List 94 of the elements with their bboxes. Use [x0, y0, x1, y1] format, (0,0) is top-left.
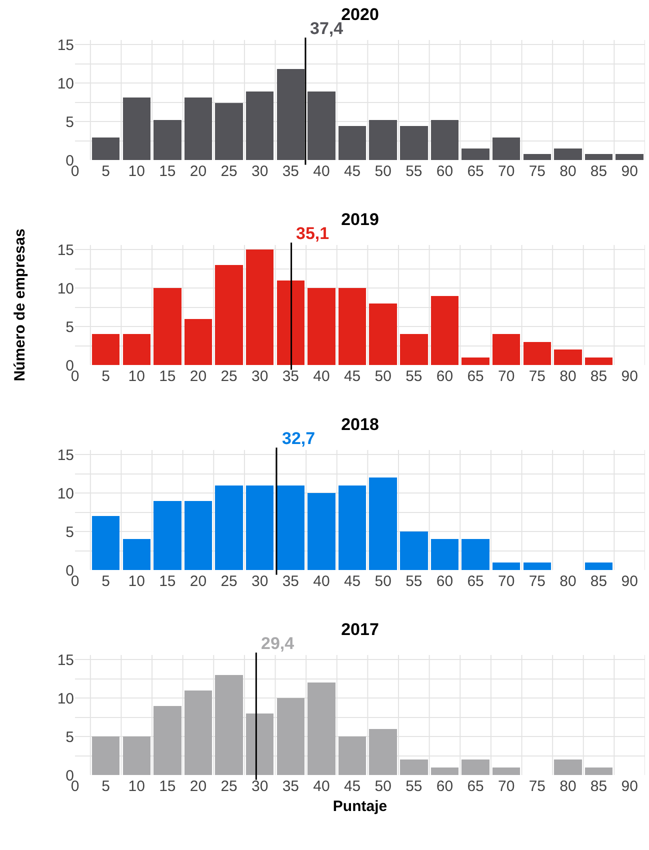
x-tick-label: 40: [313, 163, 330, 180]
x-tick-label: 55: [406, 163, 422, 180]
x-tick-label: 25: [220, 163, 238, 180]
x-tick-label: 20: [190, 778, 207, 795]
y-tick-label: 10: [57, 280, 74, 298]
x-tick-label: 85: [590, 163, 608, 180]
y-tick-label: 10: [57, 690, 74, 708]
x-tick-label: 5: [102, 163, 110, 180]
x-tick-label: 65: [467, 778, 484, 795]
ref-line-label: 32,7: [282, 429, 316, 448]
x-tick-label: 70: [498, 778, 515, 795]
x-tick-label: 25: [220, 573, 238, 590]
x-tick-label: 50: [374, 778, 392, 795]
x-tick-label: 80: [560, 368, 576, 385]
x-tick-label: 70: [498, 163, 515, 180]
x-tick-label: 35: [282, 573, 300, 590]
y-tick-label: 5: [66, 114, 74, 131]
x-tick-label: 85: [590, 778, 608, 795]
x-tick-label: 55: [406, 573, 422, 590]
y-tick-label: 15: [57, 652, 74, 669]
y-tick-label: 5: [66, 728, 74, 746]
x-tick-label: 90: [621, 778, 638, 795]
x-tick-label: 75: [528, 573, 546, 590]
x-tick-label: 35: [282, 163, 300, 180]
x-tick-label: 10: [128, 573, 145, 590]
y-tick-label: 10: [57, 75, 74, 92]
x-tick-label: 25: [220, 368, 238, 385]
x-tick-label: 45: [344, 163, 361, 180]
x-tick-label: 60: [436, 573, 454, 590]
x-tick-label: 75: [528, 163, 546, 180]
chart-title: 2019: [341, 210, 379, 229]
y-tick-label: 15: [57, 446, 74, 464]
x-tick-label: 45: [344, 573, 361, 590]
x-tick-label: 15: [159, 778, 176, 795]
x-tick-label: 55: [406, 778, 422, 795]
x-tick-label: 85: [590, 573, 608, 590]
chart-title: 2020: [341, 4, 379, 24]
x-tick-label: 70: [498, 368, 515, 385]
x-tick-label: 20: [190, 368, 207, 385]
x-tick-label: 45: [344, 778, 361, 795]
y-tick-label: 5: [66, 318, 74, 336]
x-tick-label: 45: [344, 368, 361, 385]
x-tick-label: 5: [102, 573, 110, 590]
x-axis-title: Puntaje: [332, 798, 388, 815]
x-tick-label: 15: [159, 163, 176, 180]
y-axis-title: Número de empresas: [12, 228, 29, 382]
x-tick-label: 70: [498, 573, 515, 590]
x-tick-label: 75: [528, 368, 546, 385]
x-tick-label: 80: [560, 778, 576, 795]
x-tick-label: 35: [282, 368, 300, 385]
ref-line-label: 35,1: [296, 224, 330, 243]
y-tick-label: 15: [57, 36, 74, 54]
x-tick-label: 50: [374, 368, 392, 385]
ref-line-label: 29,4: [261, 634, 295, 653]
x-tick-label: 75: [528, 778, 546, 795]
x-tick-label: 10: [128, 163, 145, 180]
x-tick-label: 30: [252, 573, 268, 590]
x-tick-label: 20: [190, 573, 207, 590]
x-tick-label: 10: [128, 778, 145, 795]
x-tick-label: 85: [590, 368, 608, 385]
x-tick-label: 90: [621, 163, 638, 180]
x-tick-label: 25: [220, 778, 238, 795]
chart-title: 2018: [341, 414, 379, 434]
x-tick-label: 80: [560, 163, 576, 180]
x-tick-label: 15: [159, 573, 176, 590]
x-tick-label: 10: [128, 368, 145, 385]
x-tick-label: 65: [467, 163, 484, 180]
ref-line-label: 37,4: [310, 19, 344, 38]
x-tick-label: 60: [436, 368, 454, 385]
x-tick-label: 80: [560, 573, 576, 590]
chart-title: 2017: [341, 620, 379, 639]
x-tick-label: 20: [190, 163, 207, 180]
x-tick-label: 40: [313, 573, 330, 590]
x-tick-label: 5: [102, 778, 110, 795]
x-tick-label: 5: [102, 368, 110, 385]
x-tick-label: 40: [313, 368, 330, 385]
x-tick-label: 65: [467, 368, 484, 385]
x-tick-label: 50: [374, 573, 392, 590]
y-tick-label: 10: [57, 485, 74, 502]
x-tick-label: 60: [436, 778, 454, 795]
x-tick-label: 60: [436, 163, 454, 180]
x-tick-label: 65: [467, 573, 484, 590]
x-tick-label: 40: [313, 778, 330, 795]
x-tick-label: 15: [159, 368, 176, 385]
y-tick-label: 5: [66, 524, 74, 541]
x-tick-label: 30: [252, 368, 268, 385]
x-tick-label: 50: [374, 163, 392, 180]
x-tick-label: 30: [252, 778, 268, 795]
x-tick-label: 55: [406, 368, 422, 385]
x-tick-label: 90: [621, 573, 638, 590]
y-tick-label: 15: [57, 242, 74, 259]
x-tick-label: 30: [252, 163, 268, 180]
x-tick-label: 35: [282, 778, 300, 795]
x-tick-label: 90: [621, 368, 638, 385]
